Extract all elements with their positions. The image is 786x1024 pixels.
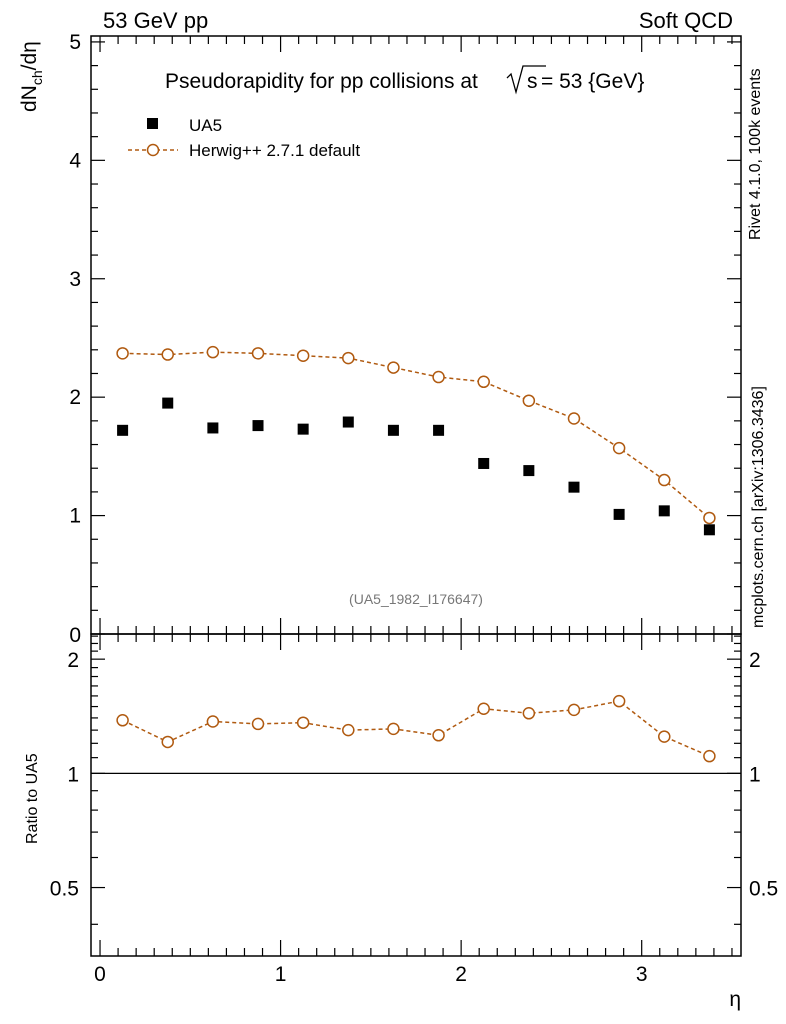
herwig-main-point bbox=[567, 412, 581, 425]
herwig-ratio-line bbox=[122, 700, 710, 757]
herwig-ratio-point bbox=[206, 715, 220, 728]
header-left: 53 GeV pp bbox=[103, 8, 208, 33]
main-y-tick-label: 1 bbox=[69, 505, 81, 528]
herwig-main-point bbox=[658, 473, 671, 487]
ua5-data-point bbox=[297, 423, 309, 435]
herwig-main-point bbox=[477, 375, 490, 389]
ua5-data-point bbox=[478, 457, 490, 469]
herwig-ratio-point bbox=[161, 735, 174, 749]
ua5-data-point bbox=[568, 481, 580, 493]
ratio-y-tick-label-right: 1 bbox=[749, 763, 761, 786]
herwig-main-line bbox=[122, 351, 710, 519]
legend-herwig-marker bbox=[146, 143, 160, 157]
legend: UA5 Herwig++ 2.7.1 default bbox=[128, 116, 360, 160]
y-label-tail: /dη bbox=[18, 41, 41, 70]
x-tick-label: 1 bbox=[275, 963, 287, 986]
x-axis-label: η bbox=[729, 988, 741, 1011]
herwig-main-point bbox=[522, 394, 536, 407]
plot-title-prefix: Pseudorapidity for pp collisions at bbox=[165, 70, 478, 93]
ua5-data-point bbox=[703, 524, 715, 536]
plot-title-suffix: = 53 {GeV} bbox=[541, 70, 644, 93]
herwig-main-point bbox=[703, 511, 716, 525]
ratio-panel-frame bbox=[90, 633, 742, 957]
y-label-dn: dN bbox=[18, 85, 41, 112]
rivet-version-text: Rivet 4.1.0, 100k events bbox=[747, 68, 764, 240]
herwig-ratio-point bbox=[342, 723, 355, 737]
ratio-y-tick-label: 1 bbox=[67, 763, 79, 786]
herwig-series-main bbox=[116, 345, 716, 525]
herwig-main-point bbox=[387, 361, 400, 374]
herwig-ratio-point bbox=[658, 730, 671, 743]
ratio-y-tick-label-right: 0.5 bbox=[749, 878, 778, 901]
ratio-y-axis-label: Ratio to UA5 bbox=[24, 753, 41, 844]
herwig-main-point bbox=[296, 349, 310, 362]
herwig-ratio-point bbox=[612, 694, 626, 708]
main-x-ticks bbox=[99, 36, 733, 634]
herwig-main-point bbox=[432, 370, 445, 384]
main-y-tick-label: 2 bbox=[69, 386, 81, 409]
legend-ua5-marker bbox=[147, 118, 158, 129]
herwig-ratio-point bbox=[387, 722, 400, 736]
ratio-y-ticks: 0.5 0.5 1 1 2 2 bbox=[50, 635, 778, 925]
main-y-tick-label: 4 bbox=[69, 149, 81, 172]
ua5-data-point bbox=[613, 508, 625, 520]
herwig-ratio-point bbox=[522, 707, 536, 720]
legend-herwig-label: Herwig++ 2.7.1 default bbox=[189, 141, 360, 160]
herwig-ratio-point bbox=[296, 716, 310, 729]
ratio-y-tick-label: 0.5 bbox=[50, 878, 79, 901]
analysis-watermark: (UA5_1982_I176647) bbox=[349, 591, 483, 607]
ua5-data-point bbox=[162, 397, 174, 409]
herwig-ratio-point bbox=[432, 729, 445, 742]
herwig-main-point bbox=[161, 348, 174, 361]
ua5-data-point bbox=[117, 424, 129, 436]
ua5-data-point bbox=[387, 424, 399, 436]
x-tick-label: 3 bbox=[636, 963, 648, 986]
ua5-data-point bbox=[433, 424, 445, 436]
herwig-main-point bbox=[206, 345, 220, 359]
plot-title: Pseudorapidity for pp collisions at bbox=[165, 70, 478, 93]
main-y-tick-label-zero: 0 bbox=[69, 624, 81, 647]
ua5-series-main bbox=[117, 397, 715, 536]
ua5-data-point bbox=[523, 465, 535, 477]
header-right: Soft QCD bbox=[639, 8, 733, 33]
legend-ua5-label: UA5 bbox=[189, 116, 222, 135]
ratio-y-tick-label: 2 bbox=[67, 649, 79, 672]
herwig-ratio-point bbox=[567, 703, 581, 717]
herwig-ratio-point bbox=[251, 717, 265, 731]
herwig-main-point bbox=[251, 347, 265, 360]
ua5-data-point bbox=[252, 420, 264, 432]
x-tick-label: 0 bbox=[94, 963, 106, 986]
mcplots-reference-text: mcplots.cern.ch [arXiv:1306.3436] bbox=[750, 386, 767, 628]
x-tick-label: 2 bbox=[455, 963, 467, 986]
y-label-sub: ch bbox=[29, 70, 45, 85]
plot-title-sqrt: s bbox=[527, 70, 538, 93]
sqrt-symbol bbox=[506, 65, 546, 95]
herwig-main-point bbox=[612, 441, 626, 455]
herwig-main-point bbox=[342, 351, 355, 365]
main-y-tick-label: 3 bbox=[69, 268, 81, 291]
main-y-ticks: 1 2 3 4 5 0 bbox=[69, 31, 741, 647]
herwig-ratio-point bbox=[703, 749, 716, 763]
ua5-data-point bbox=[342, 416, 354, 428]
ua5-data-point bbox=[658, 505, 670, 517]
main-y-axis-label: dNch/dη bbox=[18, 41, 45, 112]
ratio-y-tick-label-right: 2 bbox=[749, 649, 761, 672]
herwig-main-point bbox=[116, 347, 129, 360]
ua5-data-point bbox=[207, 422, 219, 434]
herwig-ratio-point bbox=[116, 714, 129, 727]
herwig-ratio-point bbox=[477, 702, 490, 716]
ratio-x-ticks: 0 1 2 3 bbox=[94, 634, 733, 986]
main-y-tick-label: 5 bbox=[69, 31, 81, 54]
herwig-series-ratio bbox=[116, 694, 716, 763]
